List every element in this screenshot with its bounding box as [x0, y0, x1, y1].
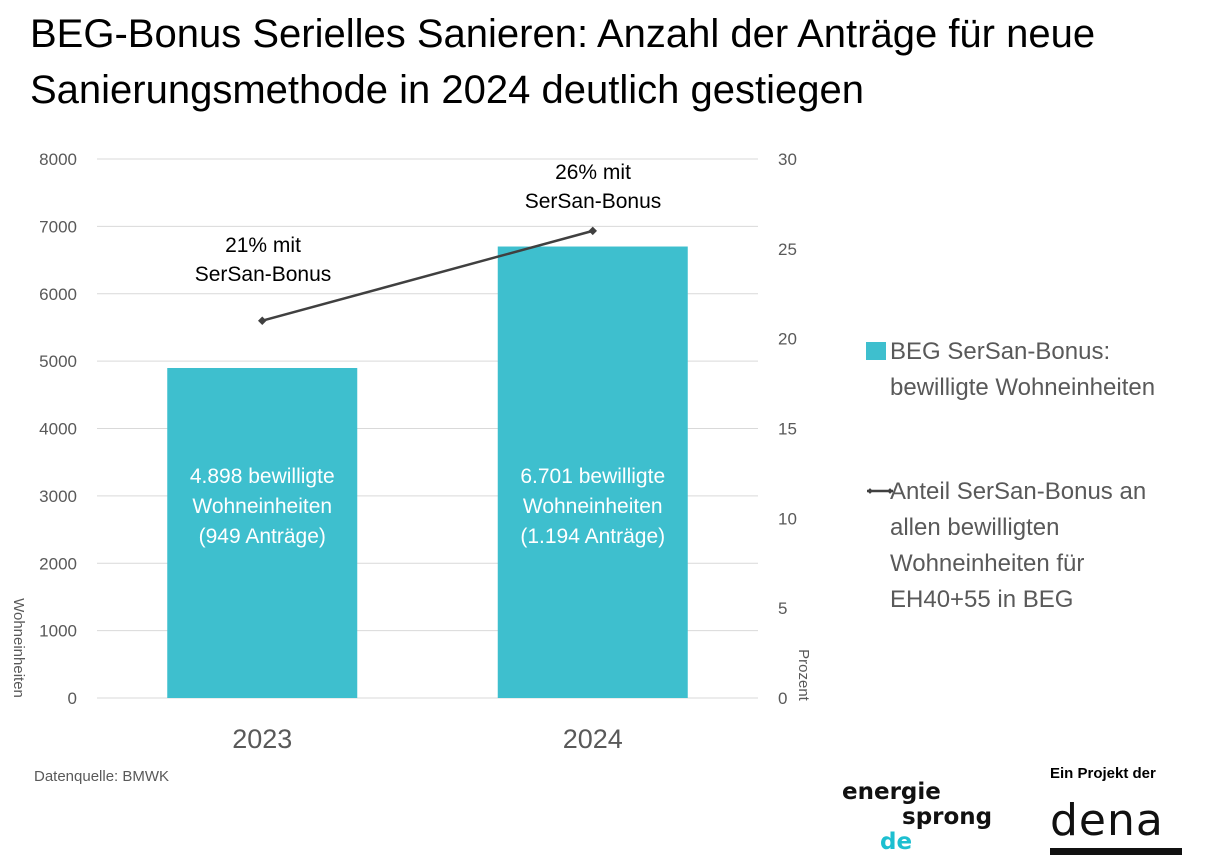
bar-data-label: 6.701 bewilligte [520, 465, 665, 488]
y-tick-label: 0 [68, 689, 77, 708]
y-tick-label: 8000 [39, 150, 77, 169]
y2-axis-title: Prozent [795, 649, 812, 702]
y-tick-label: 6000 [39, 285, 77, 304]
y2-tick-label: 30 [778, 150, 797, 169]
bar [497, 246, 688, 698]
y2-tick-label: 10 [778, 509, 797, 528]
logo-line-3: de [880, 829, 913, 855]
dena-logo-underline [1050, 848, 1182, 855]
line-data-label: 26% mit [555, 161, 631, 184]
legend-line-marker [867, 488, 893, 494]
line-data-label: SerSan-Bonus [525, 190, 662, 213]
bar-data-label: Wohneinheiten [192, 495, 332, 518]
y2-tick-label: 5 [778, 599, 787, 618]
legend-line-label: Anteil SerSan-Bonus an allen bewilligten… [890, 478, 1147, 613]
logo-line-2: sprong [902, 804, 993, 830]
y2-tick-label: 25 [778, 240, 797, 259]
chart-title: BEG-Bonus Serielles Sanieren: Anzahl der… [30, 12, 1096, 112]
energiesprong-logo: energie sprong de [842, 780, 992, 855]
bar-data-label: Wohneinheiten [523, 495, 663, 518]
y-tick-label: 4000 [39, 420, 77, 439]
logo-line-1: energie [842, 779, 941, 805]
x-tick-label: 2023 [232, 724, 292, 754]
x-tick-label: 2024 [563, 724, 623, 754]
y-tick-label: 5000 [39, 352, 77, 371]
y-tick-label: 2000 [39, 554, 77, 573]
y2-tick-label: 0 [778, 689, 787, 708]
bar-data-label: 4.898 bewilligte [190, 465, 335, 488]
line-data-label: 21% mit [225, 234, 301, 257]
y2-tick-label: 15 [778, 420, 797, 439]
projekt-label: Ein Projekt der [1050, 765, 1156, 782]
y-tick-label: 1000 [39, 622, 77, 641]
legend-bar-label: BEG SerSan-Bonus: bewilligte Wohneinheit… [890, 338, 1156, 401]
series-line [261, 229, 594, 322]
line-point [258, 316, 267, 325]
line-point [588, 226, 597, 236]
y-tick-label: 3000 [39, 487, 77, 506]
bar [167, 367, 358, 698]
data-source: Datenquelle: BMWK [34, 768, 170, 785]
y-axis-title: Wohneinheiten [10, 598, 27, 698]
y2-tick-label: 20 [778, 330, 797, 349]
line-data-label: SerSan-Bonus [195, 263, 332, 286]
bar-data-label: (949 Anträge) [199, 525, 326, 548]
bar-data-label: (1.194 Anträge) [520, 525, 665, 548]
y-tick-label: 7000 [39, 217, 77, 236]
legend-bar-swatch [866, 342, 886, 360]
dena-logo: dena [1050, 795, 1164, 846]
